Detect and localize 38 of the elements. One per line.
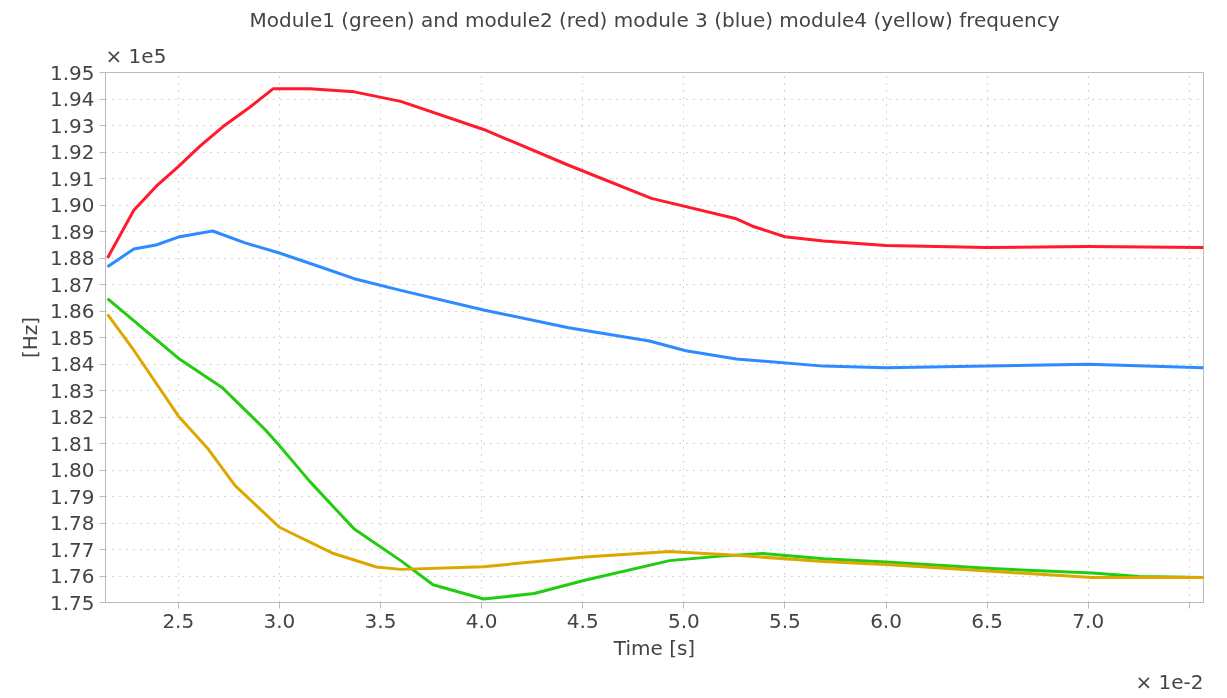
y-tick-label: 1.78 [49, 511, 95, 535]
y-tick-label: 1.88 [49, 246, 95, 270]
y-tick-label: 1.82 [49, 405, 95, 429]
y-tick-label: 1.75 [49, 590, 95, 615]
y-tick-label: 1.91 [49, 166, 95, 191]
x-tick-label: 3.0 [263, 608, 296, 633]
y-tick-label: 1.87 [49, 272, 95, 297]
y-tick-label: 1.94 [49, 87, 95, 111]
x-axis-title: Time [s] [612, 635, 696, 660]
x-tick-label: 5.5 [769, 608, 801, 633]
y-tick-label: 1.92 [49, 140, 95, 164]
text: × 1e-2 [1135, 669, 1204, 694]
x-tick-label: 7.0 [1072, 608, 1105, 633]
y-tick-label: 1.81 [49, 431, 95, 456]
x-tick-label: 4.0 [465, 608, 498, 633]
y-tick-label: 1.89 [49, 219, 95, 244]
y-tick-label: 1.76 [49, 564, 95, 588]
x-tick-label: 6.0 [870, 608, 902, 633]
chart-title: Module1 (green) and module2 (red) module 3 (blue) module4 (yellow) frequency [249, 7, 1060, 32]
y-tick-label: 1.85 [49, 325, 95, 350]
y-tick-label: 1.95 [49, 60, 95, 85]
x-tick-label: 3.5 [364, 608, 397, 633]
y-tick-label: 1.79 [49, 484, 95, 509]
y-tick-label: 1.77 [49, 537, 95, 562]
x-tick-label: 5.0 [667, 608, 700, 633]
line-series [106, 229, 1204, 370]
y-axis-title: [Hz] [17, 316, 42, 359]
y-tick-label: 1.86 [49, 299, 95, 323]
y-tick-label: 1.83 [49, 378, 95, 403]
y-tick-label: 1.84 [49, 352, 95, 376]
x-tick-label: 2.5 [162, 608, 195, 633]
line-series [106, 87, 1204, 260]
x-tick-label: 4.5 [566, 608, 599, 633]
y-tick-label: 1.80 [49, 458, 95, 482]
x-tick-label: 6.5 [971, 608, 1004, 633]
y-tick-label: 1.90 [49, 193, 95, 217]
y-tick-label: 1.93 [49, 113, 95, 138]
text: × 1e5 [105, 43, 167, 68]
